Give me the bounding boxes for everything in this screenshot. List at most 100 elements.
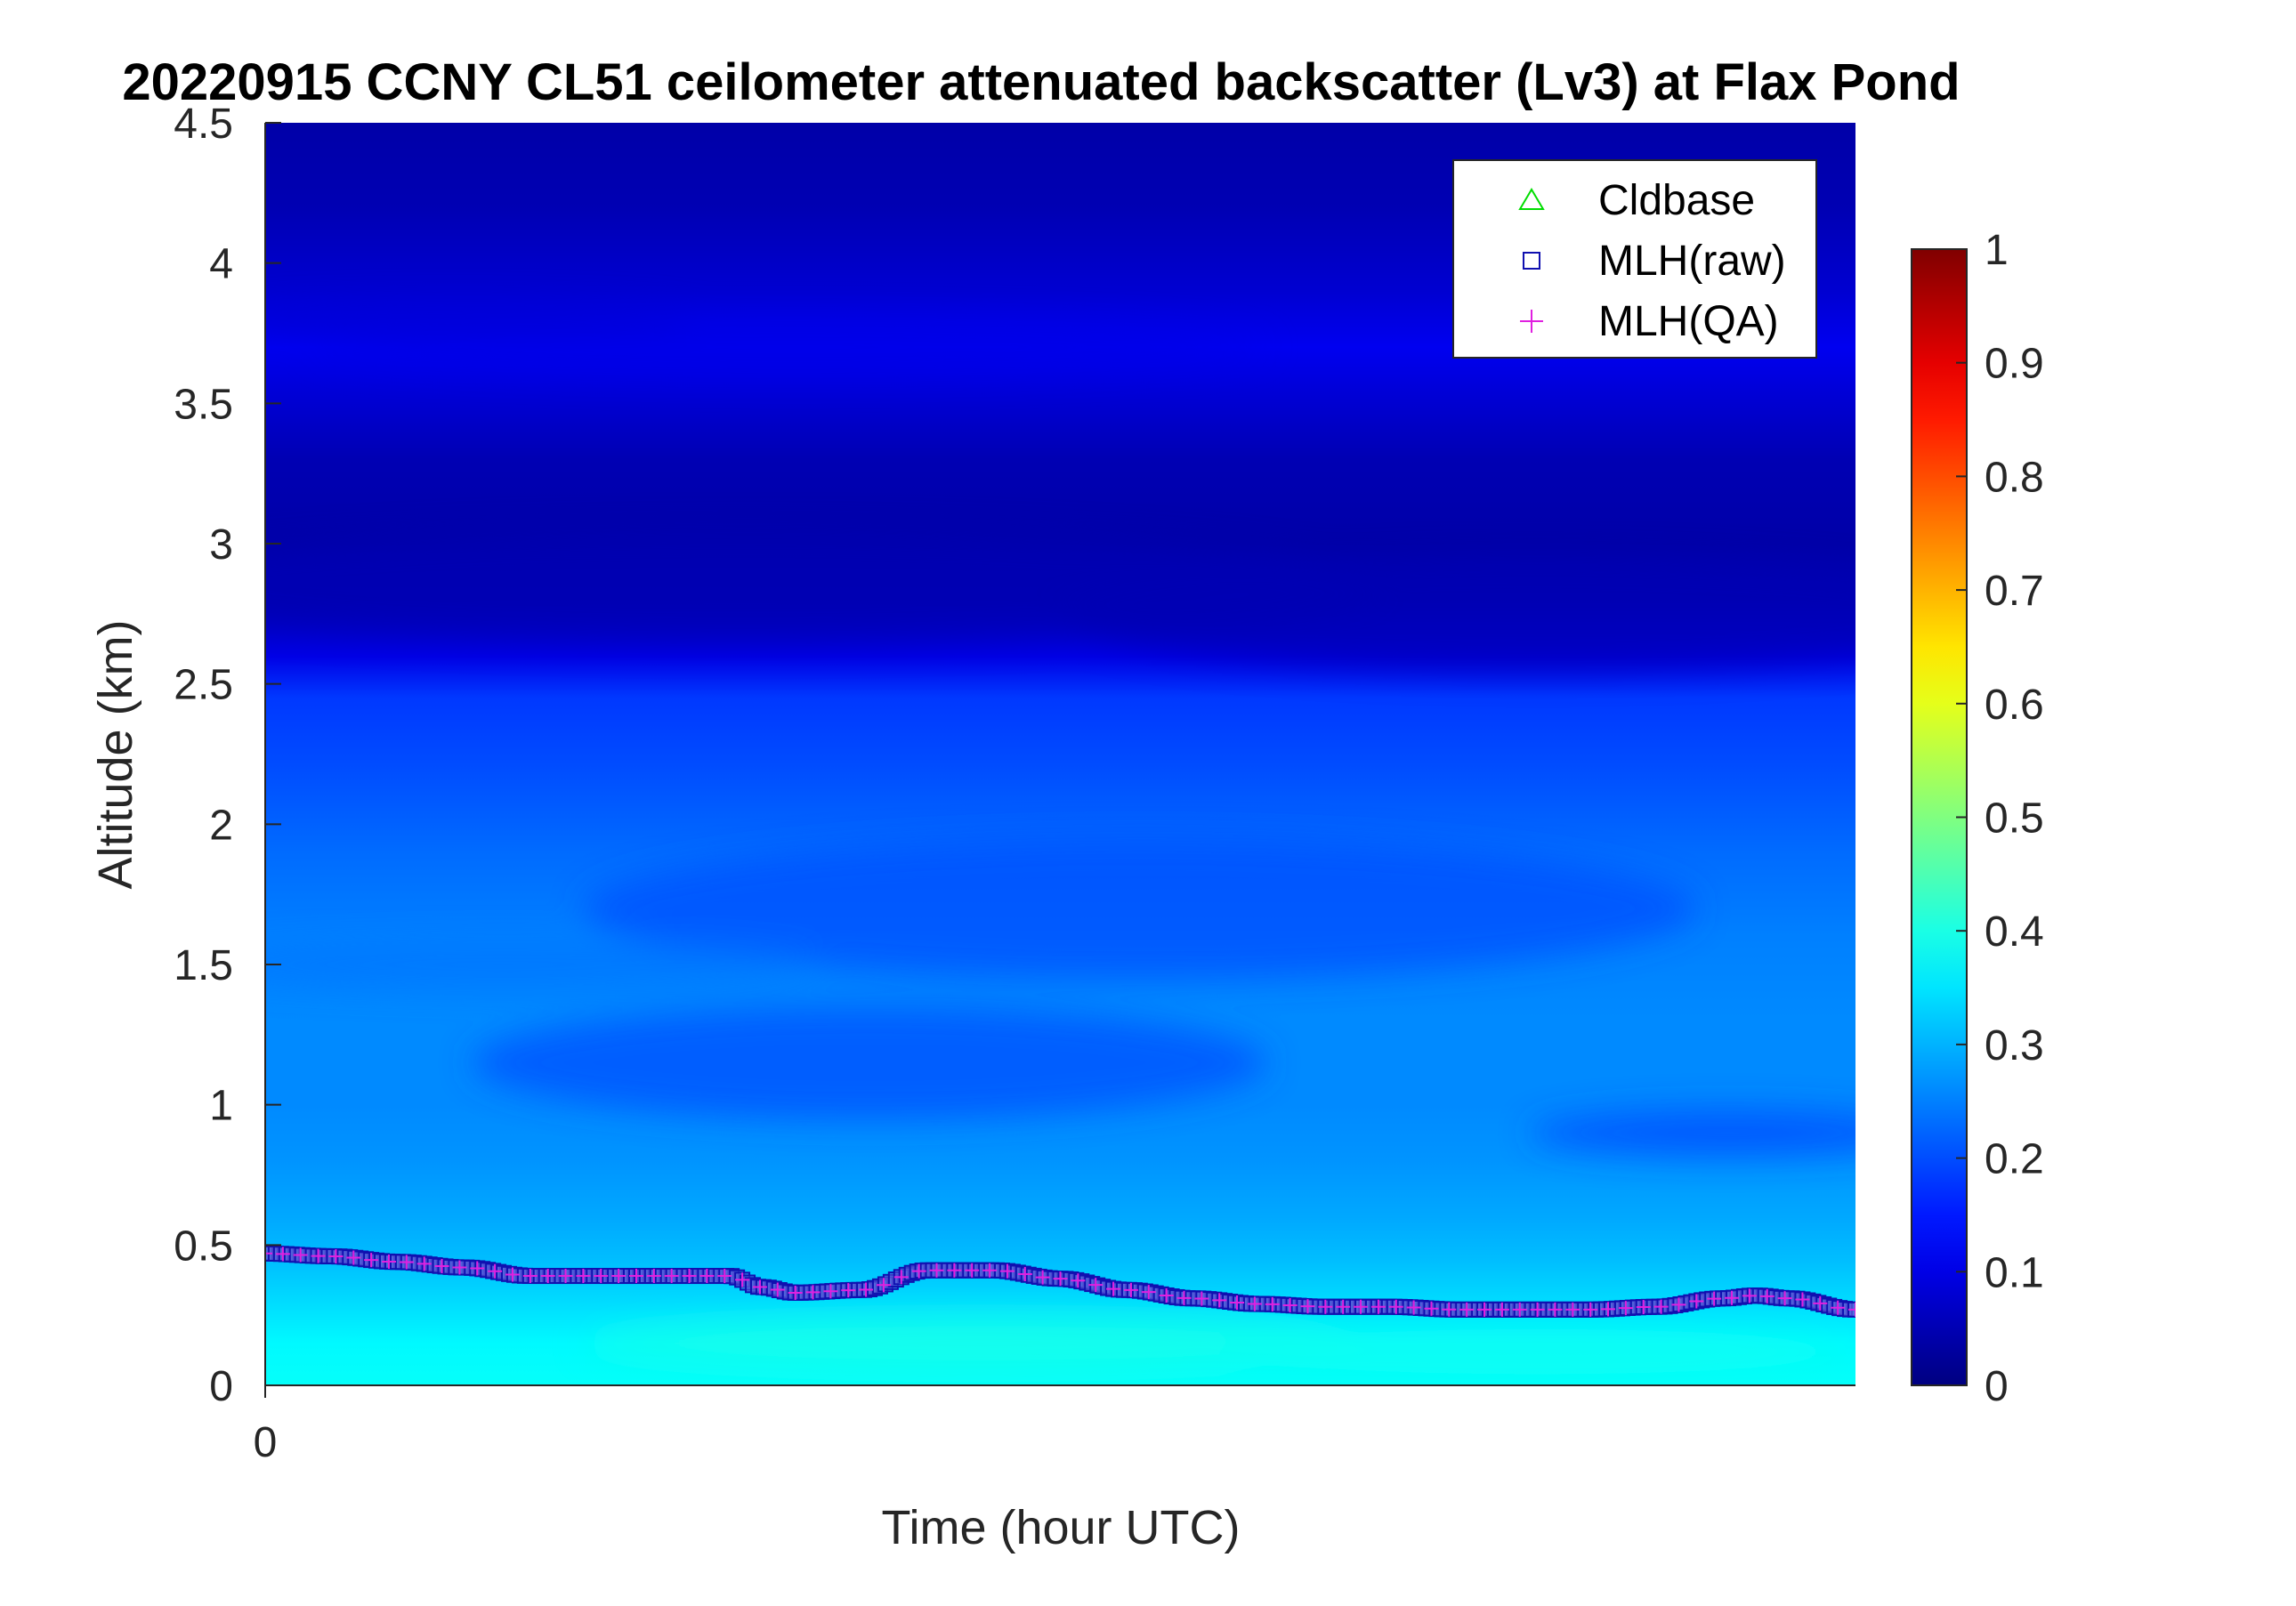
mlh-qa-point: [929, 1263, 944, 1278]
heatmap-texture-blob: [265, 304, 695, 334]
mlh-qa-point: [1388, 1299, 1403, 1314]
mlh-qa-point: [1265, 1296, 1280, 1311]
mlh-qa-point: [1194, 1291, 1209, 1306]
y-tick-label: 2: [209, 802, 233, 849]
mlh-qa-point: [540, 1269, 555, 1284]
heatmap-texture-blob: [583, 1315, 1378, 1372]
y-tick-label: 0: [209, 1363, 233, 1410]
mlh-qa-point: [1247, 1296, 1262, 1311]
heatmap-texture-blob: [1219, 1328, 1855, 1375]
legend-marker: [1523, 252, 1540, 270]
heatmap-texture-blob: [265, 529, 1378, 642]
mlh-qa-point: [1618, 1301, 1633, 1316]
series-layer: [265, 1245, 1855, 1318]
mlh-qa-point: [1653, 1299, 1669, 1314]
heatmap-texture-blob: [1529, 1110, 1855, 1156]
mlh-qa-point: [558, 1269, 573, 1284]
legend: Cldbase MLH(raw) MLH(QA): [1452, 159, 1817, 359]
y-tick-label: 0.5: [174, 1223, 233, 1270]
mlh-qa-point: [1424, 1301, 1439, 1316]
mlh-qa-point: [434, 1258, 449, 1273]
mlh-qa-point: [1565, 1302, 1581, 1317]
colorbar-tick-label: 0.4: [1985, 908, 2044, 956]
mlh-qa-point: [1601, 1302, 1616, 1317]
legend-marker: [1520, 310, 1543, 333]
y-tick-label: 1: [209, 1083, 233, 1130]
x-axis-label: Time (hour UTC): [881, 1501, 1240, 1554]
mlh-qa-point: [664, 1269, 679, 1284]
mlh-qa-point: [1548, 1302, 1563, 1317]
mlh-qa-point: [275, 1247, 290, 1262]
mlh-qa-point: [1106, 1281, 1121, 1296]
mlh-qa-point: [1707, 1291, 1722, 1306]
mlh-qa-point: [1795, 1292, 1810, 1307]
mlh-qa-point: [805, 1285, 821, 1300]
legend-entry-label: Cldbase: [1598, 177, 1755, 224]
y-tick-label: 2.5: [174, 662, 233, 709]
mlh-qa-point: [1530, 1302, 1545, 1317]
mlh-qa-point: [1318, 1299, 1333, 1314]
y-tick-label: 4.5: [174, 101, 233, 148]
mlh-qa-point: [611, 1269, 627, 1284]
mlh-qa-point: [1354, 1299, 1369, 1314]
mlh-qa-point: [1159, 1287, 1174, 1303]
mlh-qa-point: [1212, 1293, 1227, 1308]
mlh-qa-point: [416, 1256, 432, 1271]
mlh-qa-point: [328, 1249, 344, 1264]
mlh-qa-point: [1725, 1290, 1740, 1305]
colorbar-tick-label: 1: [1985, 227, 2009, 274]
mlh-qa-point: [1848, 1302, 1855, 1317]
mlh-qa-point: [1370, 1299, 1386, 1314]
mlh-qa-point: [1477, 1302, 1492, 1317]
mlh-qa-point: [823, 1284, 838, 1299]
y-tick-label: 1.5: [174, 942, 233, 989]
legend-entry-label: MLH(QA): [1598, 298, 1779, 345]
colorbar-tick-label: 0.7: [1985, 568, 2044, 615]
mlh-qa-point: [452, 1260, 467, 1275]
mlh-qa-point: [293, 1247, 308, 1263]
mlh-qa-point: [1088, 1278, 1104, 1293]
mlh-qa-point: [770, 1282, 785, 1297]
mlh-qa-point: [522, 1269, 538, 1284]
mlh-qa-point: [628, 1269, 643, 1284]
mlh-qa-point: [752, 1279, 767, 1295]
mlh-qa-point: [965, 1263, 980, 1278]
mlh-qa-point: [265, 1246, 272, 1261]
heatmap-texture-blob: [472, 1006, 1267, 1119]
mlh-qa-point: [1759, 1288, 1775, 1303]
colorbar-tick-label: 0: [1985, 1363, 2009, 1410]
mlh-qa-point: [1512, 1302, 1527, 1317]
mlh-qa-point: [859, 1282, 874, 1297]
colorbar-tick-label: 0.3: [1985, 1022, 2044, 1069]
mlh-qa-point: [1494, 1302, 1509, 1317]
mlh-qa-point: [893, 1270, 909, 1285]
chart-title: 20220915 CCNY CL51 ceilometer attenuated…: [122, 53, 1960, 111]
mlh-qa-point: [594, 1269, 609, 1284]
colorbar: 0 0.1 0.2 0.3 0.4 0.5 0.6 0.7 0.8 0.9 1: [1911, 227, 2044, 1410]
heatmap-texture: [265, 304, 1855, 1375]
legend-box: [1452, 159, 1817, 359]
colorbar-tick-label: 0.5: [1985, 795, 2044, 843]
mlh-qa-point: [646, 1269, 661, 1284]
series-mlh-qa: [265, 1246, 1855, 1317]
mlh-qa-point: [911, 1263, 926, 1279]
y-tick-label: 3: [209, 521, 233, 569]
mlh-qa-point: [1230, 1295, 1245, 1310]
mlh-qa-point: [999, 1263, 1015, 1279]
mlh-qa-point: [1777, 1291, 1792, 1306]
legend-entry-label: MLH(raw): [1598, 238, 1786, 285]
mlh-qa-point: [1053, 1271, 1068, 1287]
mlh-qa-point: [717, 1269, 732, 1284]
mlh-qa-point: [841, 1283, 856, 1298]
mlh-qa-point: [1442, 1302, 1457, 1317]
heatmap-texture-blob: [265, 941, 822, 988]
mlh-qa-point: [947, 1263, 962, 1278]
mlh-qa-point: [346, 1250, 361, 1265]
mlh-qa-point: [1071, 1273, 1086, 1288]
mlh-qa-point: [1141, 1285, 1156, 1300]
mlh-qa-point: [1336, 1299, 1351, 1314]
mlh-qa-point: [1017, 1266, 1032, 1281]
mlh-qa-point: [1459, 1302, 1475, 1317]
mlh-qa-point: [1176, 1290, 1192, 1305]
